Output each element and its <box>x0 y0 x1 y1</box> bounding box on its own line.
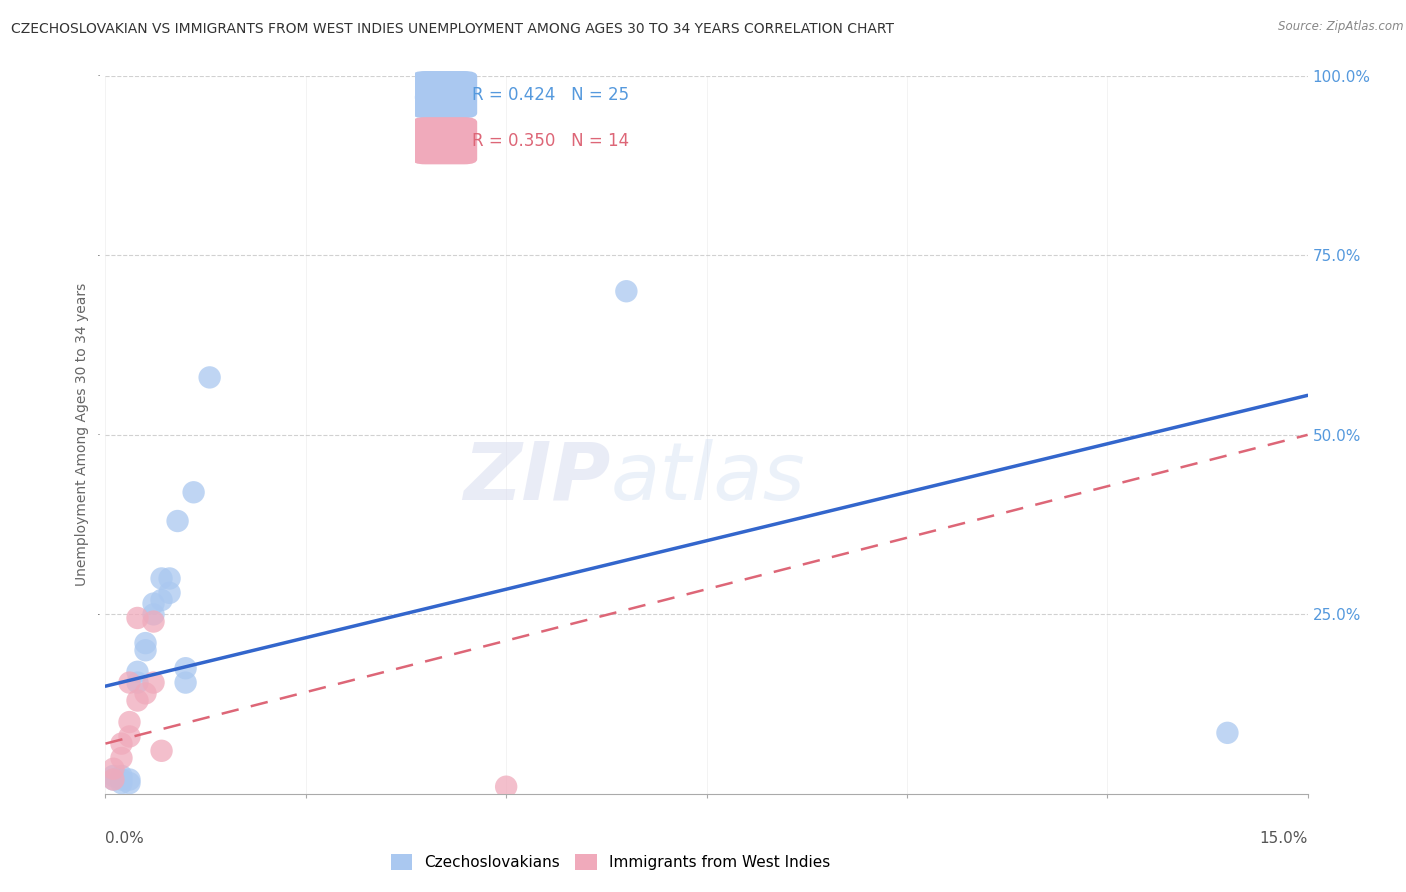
Point <box>135 686 157 700</box>
Point <box>118 715 141 730</box>
Point <box>159 571 181 585</box>
Point <box>142 607 165 622</box>
Point <box>110 772 132 787</box>
Point <box>127 693 149 707</box>
Point <box>142 597 165 611</box>
Point <box>159 586 181 600</box>
Point <box>142 615 165 629</box>
Point <box>495 780 517 794</box>
Point <box>118 776 141 790</box>
Text: 0.0%: 0.0% <box>105 831 145 846</box>
Point <box>174 661 197 675</box>
FancyBboxPatch shape <box>412 71 477 118</box>
Text: ZIP: ZIP <box>463 439 610 517</box>
Point <box>415 90 437 104</box>
Point <box>118 675 141 690</box>
Y-axis label: Unemployment Among Ages 30 to 34 years: Unemployment Among Ages 30 to 34 years <box>75 284 89 586</box>
Text: R = 0.350   N = 14: R = 0.350 N = 14 <box>472 132 628 150</box>
Point <box>103 772 125 787</box>
Point <box>110 751 132 765</box>
Point <box>174 675 197 690</box>
Point <box>110 737 132 751</box>
Point <box>127 665 149 679</box>
Text: R = 0.424   N = 25: R = 0.424 N = 25 <box>472 86 628 103</box>
Text: CZECHOSLOVAKIAN VS IMMIGRANTS FROM WEST INDIES UNEMPLOYMENT AMONG AGES 30 TO 34 : CZECHOSLOVAKIAN VS IMMIGRANTS FROM WEST … <box>11 22 894 37</box>
Point <box>127 675 149 690</box>
Point <box>135 636 157 650</box>
Text: 15.0%: 15.0% <box>1260 831 1308 846</box>
Legend: Czechoslovakians, Immigrants from West Indies: Czechoslovakians, Immigrants from West I… <box>384 847 837 876</box>
Point <box>150 571 173 585</box>
Point <box>142 675 165 690</box>
Point <box>150 744 173 758</box>
FancyBboxPatch shape <box>412 117 477 164</box>
Point <box>110 769 132 783</box>
Point <box>118 730 141 744</box>
Point <box>118 772 141 787</box>
Point <box>135 643 157 657</box>
Point <box>1216 726 1239 740</box>
Text: Source: ZipAtlas.com: Source: ZipAtlas.com <box>1278 20 1403 33</box>
Point <box>127 611 149 625</box>
Point <box>150 593 173 607</box>
Point <box>616 285 638 299</box>
Point <box>103 772 125 787</box>
Point <box>103 762 125 776</box>
Point <box>183 485 205 500</box>
Point <box>103 769 125 783</box>
Point <box>166 514 188 528</box>
Point <box>110 776 132 790</box>
Point <box>198 370 221 384</box>
Text: atlas: atlas <box>610 439 806 517</box>
